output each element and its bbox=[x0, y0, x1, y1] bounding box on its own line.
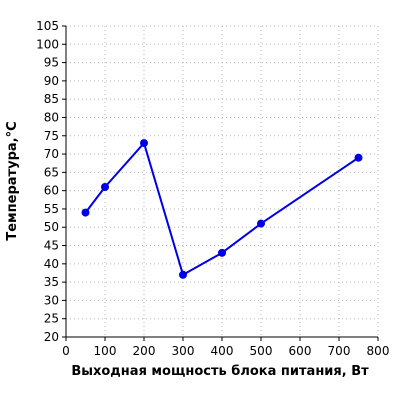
y-tick-label: 100 bbox=[36, 37, 59, 51]
data-point bbox=[179, 270, 187, 279]
grid-lines bbox=[66, 25, 379, 337]
y-tick-label: 50 bbox=[44, 220, 59, 234]
data-point bbox=[140, 139, 148, 148]
y-tick-label: 25 bbox=[44, 312, 59, 326]
data-point bbox=[257, 219, 265, 228]
x-axis-title: Выходная мощность блока питания, Вт bbox=[71, 364, 369, 379]
x-tick-label: 800 bbox=[367, 344, 390, 358]
x-axis-ticks: 0 100 200 300 400 500 600 700 800 bbox=[62, 337, 389, 358]
data-point bbox=[101, 182, 109, 191]
data-point bbox=[81, 208, 90, 217]
y-tick-label: 40 bbox=[44, 257, 59, 271]
y-tick-label: 90 bbox=[44, 74, 59, 88]
y-tick-label: 30 bbox=[44, 293, 59, 307]
y-tick-label: 80 bbox=[44, 110, 59, 124]
x-tick-label: 100 bbox=[94, 344, 117, 358]
x-tick-label: 600 bbox=[289, 344, 312, 358]
x-tick-label: 400 bbox=[211, 344, 234, 358]
y-tick-label: 75 bbox=[44, 129, 59, 143]
y-tick-label: 65 bbox=[44, 165, 59, 179]
y-axis-title: Температура,°С bbox=[5, 121, 20, 240]
y-tick-label: 45 bbox=[44, 239, 59, 253]
data-point bbox=[218, 248, 226, 257]
x-tick-label: 300 bbox=[172, 344, 195, 358]
y-tick-label: 70 bbox=[44, 147, 59, 161]
y-tick-label: 35 bbox=[44, 275, 59, 289]
data-series bbox=[81, 139, 363, 279]
x-tick-label: 0 bbox=[62, 344, 70, 358]
y-tick-label: 105 bbox=[36, 19, 59, 33]
y-tick-label: 95 bbox=[44, 56, 59, 70]
y-tick-label: 20 bbox=[44, 330, 59, 344]
y-tick-label: 55 bbox=[44, 202, 59, 216]
data-point bbox=[354, 153, 363, 162]
y-tick-label: 60 bbox=[44, 184, 59, 198]
x-tick-label: 500 bbox=[250, 344, 273, 358]
y-tick-label: 85 bbox=[44, 92, 59, 106]
x-tick-label: 700 bbox=[328, 344, 351, 358]
x-tick-label: 200 bbox=[133, 344, 156, 358]
y-axis-ticks: 20 25 30 35 40 45 50 55 60 65 70 75 80 85 90 95 100 105 bbox=[36, 19, 66, 344]
